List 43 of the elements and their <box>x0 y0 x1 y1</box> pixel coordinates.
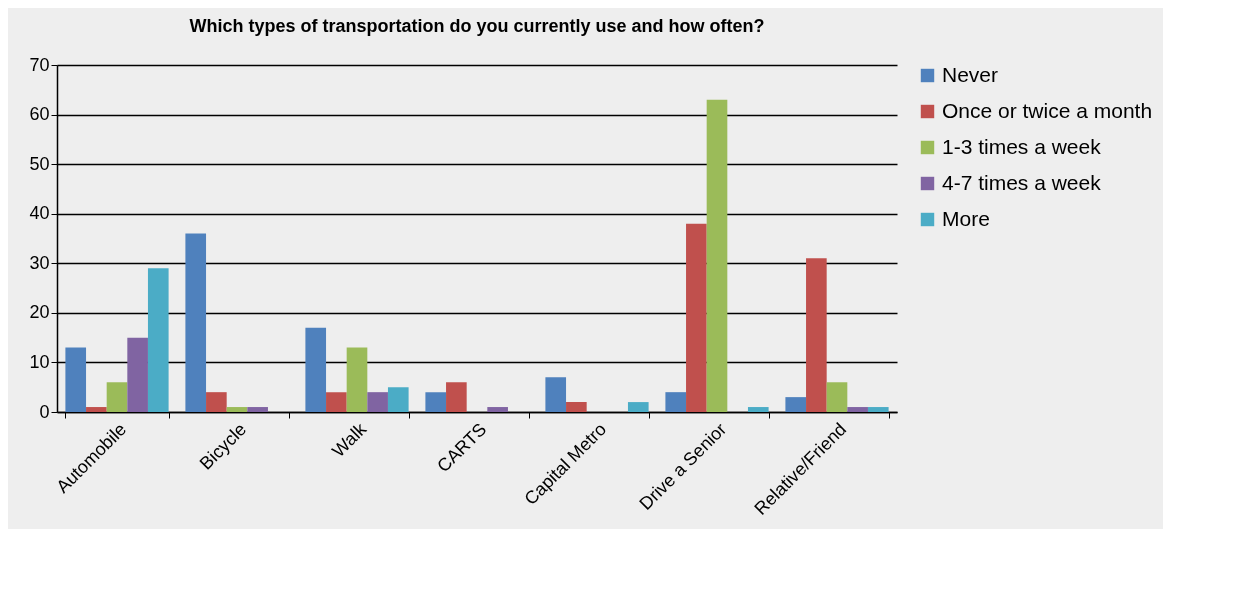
bar <box>206 392 227 412</box>
bar <box>305 327 327 412</box>
legend-label: Never <box>942 62 999 86</box>
y-tick-label: 50 <box>29 153 50 174</box>
chart-title: Which types of transportation do you currently use and how often? <box>189 16 765 36</box>
y-tick-label: 70 <box>29 54 50 75</box>
legend-label: More <box>942 206 990 230</box>
bar <box>747 407 769 412</box>
y-tick-label: 20 <box>29 302 50 323</box>
bar <box>806 258 827 412</box>
bar <box>226 407 248 412</box>
bar <box>566 402 587 412</box>
bar <box>127 337 148 412</box>
bar <box>627 402 649 412</box>
y-tick-label: 0 <box>39 401 50 422</box>
bar <box>86 407 107 412</box>
legend-label: Once or twice a month <box>942 98 1153 122</box>
y-tick-label: 30 <box>29 252 50 273</box>
bar <box>706 99 728 412</box>
bar <box>147 268 169 412</box>
bar <box>686 223 707 412</box>
bar <box>65 347 87 412</box>
bar <box>367 392 388 412</box>
bar <box>326 392 347 412</box>
y-tick-label: 10 <box>29 351 50 372</box>
bar <box>847 407 868 412</box>
y-tick-label: 40 <box>29 203 50 224</box>
bar <box>665 392 687 412</box>
y-tick-label: 60 <box>29 104 50 125</box>
bar <box>826 382 848 412</box>
bar <box>487 407 508 412</box>
bar <box>387 387 409 412</box>
bar <box>247 407 268 412</box>
bar <box>545 377 567 412</box>
legend-label: 4-7 times a week <box>942 170 1102 194</box>
bar <box>346 347 368 412</box>
bar <box>425 392 447 412</box>
bar <box>785 397 807 412</box>
bar <box>867 407 889 412</box>
legend-label: 1-3 times a week <box>942 134 1102 158</box>
bar <box>185 233 207 412</box>
bar <box>106 382 128 412</box>
bar <box>446 382 467 412</box>
